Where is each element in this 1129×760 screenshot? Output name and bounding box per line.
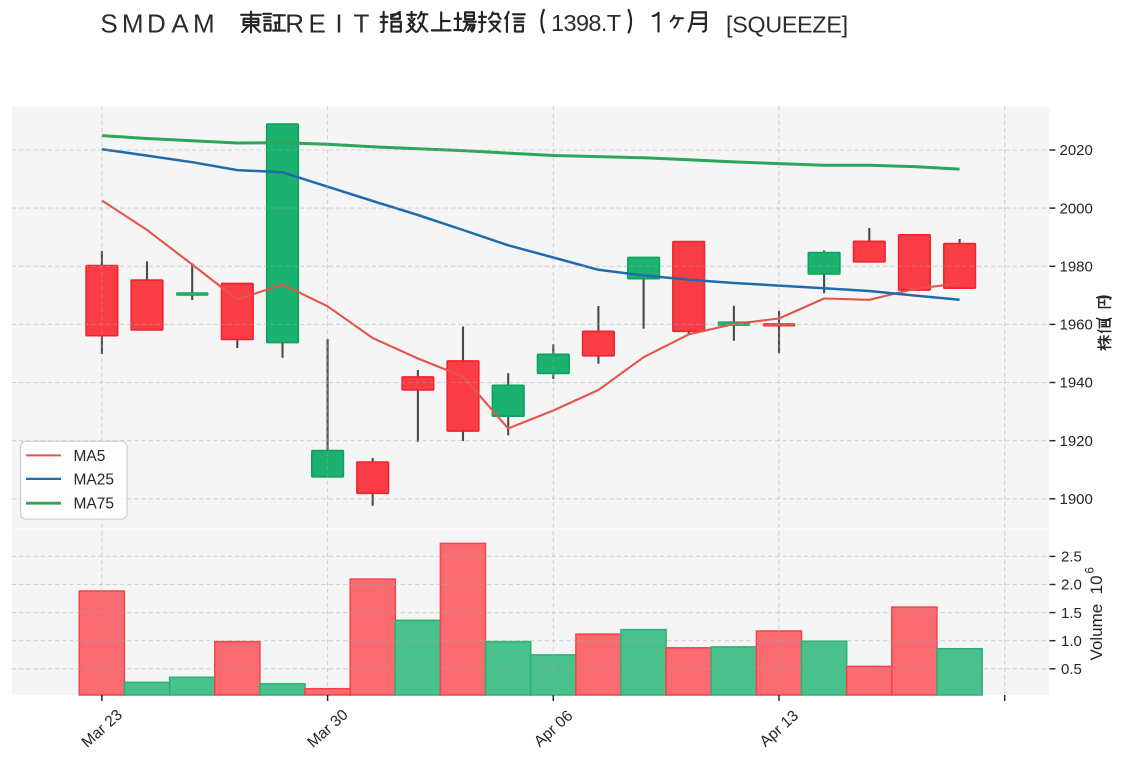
svg-text:M: M bbox=[122, 9, 144, 39]
svg-text:1900: 1900 bbox=[1060, 491, 1093, 508]
svg-text:1398.T: 1398.T bbox=[551, 10, 621, 36]
svg-text:MA25: MA25 bbox=[74, 471, 115, 488]
svg-text:1960: 1960 bbox=[1060, 317, 1093, 334]
svg-text:MA5: MA5 bbox=[74, 448, 106, 465]
svg-text:0.5: 0.5 bbox=[1061, 661, 1082, 678]
svg-text:MA75: MA75 bbox=[74, 496, 115, 513]
svg-text:Volume 10: Volume 10 bbox=[1087, 575, 1106, 660]
svg-text:E: E bbox=[309, 9, 326, 39]
svg-text:R: R bbox=[285, 9, 304, 39]
svg-text:M: M bbox=[193, 9, 215, 39]
svg-text:T: T bbox=[354, 9, 370, 39]
svg-text:6: 6 bbox=[1084, 567, 1096, 573]
svg-text:1.0: 1.0 bbox=[1061, 633, 1082, 650]
svg-text:2020: 2020 bbox=[1060, 142, 1093, 159]
svg-text:2.0: 2.0 bbox=[1061, 577, 1082, 594]
svg-text:S: S bbox=[100, 9, 117, 39]
svg-text:D: D bbox=[147, 9, 166, 39]
svg-text:1940: 1940 bbox=[1060, 375, 1093, 392]
svg-text:1980: 1980 bbox=[1060, 259, 1093, 276]
svg-text:2000: 2000 bbox=[1060, 200, 1093, 217]
svg-text:1920: 1920 bbox=[1060, 433, 1093, 450]
svg-text:A: A bbox=[171, 9, 189, 39]
svg-text:[SQUEEZE]: [SQUEEZE] bbox=[726, 12, 848, 38]
svg-text:1.5: 1.5 bbox=[1061, 605, 1082, 622]
svg-text:I: I bbox=[335, 9, 342, 39]
svg-text:2.5: 2.5 bbox=[1061, 549, 1082, 566]
